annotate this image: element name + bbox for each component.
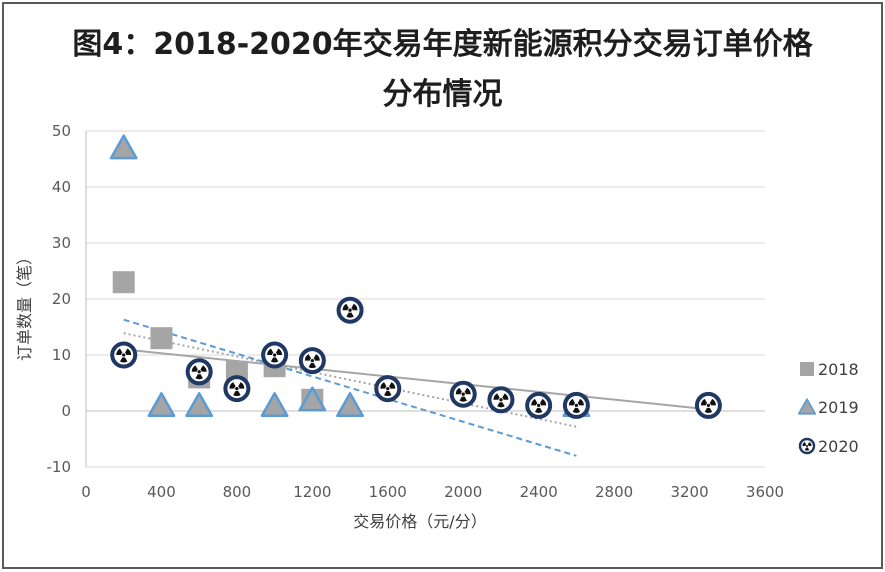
chart-title-line-1: 图4：2018-2020年交易年度新能源积分交易订单价格: [72, 27, 813, 62]
data-point-2020: [562, 391, 590, 419]
chart-title: 图4：2018-2020年交易年度新能源积分交易订单价格 分布情况: [0, 20, 885, 120]
y-tick-label: 40: [52, 178, 71, 196]
x-tick-label: 2400: [520, 483, 558, 501]
y-axis-tick-labels: 50 40 30 20 10 0 -10: [47, 122, 72, 476]
data-point-2019: [336, 392, 364, 418]
y-tick-label: 30: [52, 234, 71, 252]
x-tick-label: 2800: [595, 483, 633, 501]
data-point-2020: [223, 375, 251, 403]
trendline-2020: [123, 348, 709, 411]
legend-item-2019: 2019: [797, 398, 859, 417]
data-point-2020: [110, 341, 138, 369]
x-tick-label: 2000: [444, 483, 482, 501]
y-tick-label: 20: [52, 290, 71, 308]
data-point-2020: [298, 347, 326, 375]
radiation-icon: [191, 365, 207, 380]
chart-title-line-2: 分布情况: [382, 77, 503, 112]
legend-marker-2020: [798, 437, 816, 455]
data-points: [109, 134, 722, 419]
data-point-2018: [150, 327, 173, 350]
radiation-icon: [304, 354, 320, 369]
x-axis-title: 交易价格（元/分）: [353, 512, 486, 531]
legend-label: 2018: [818, 360, 859, 379]
x-tick-label: 400: [147, 483, 176, 501]
x-tick-label: 1200: [293, 483, 331, 501]
data-point-2020: [487, 386, 515, 414]
data-point-2020: [336, 296, 364, 324]
legend-item-2018: 2018: [800, 360, 859, 379]
legend: 2018 2019 2020: [797, 360, 859, 456]
x-tick-label: 800: [223, 483, 252, 501]
radiation-icon: [493, 393, 509, 408]
x-tick-label: 3200: [670, 483, 708, 501]
data-point-2020: [449, 380, 477, 408]
radiation-icon: [568, 398, 584, 413]
data-point-2020: [525, 391, 553, 419]
legend-label: 2019: [818, 398, 859, 417]
legend-marker-2019: [797, 398, 817, 415]
legend-item-2020: 2020: [798, 437, 859, 456]
data-point-2019: [185, 392, 214, 418]
radiation-icon: [531, 398, 547, 413]
legend-marker-2018: [800, 362, 814, 376]
data-point-2019: [147, 392, 176, 418]
radiation-icon: [229, 382, 245, 397]
trendlines: [123, 318, 709, 457]
data-point-2018: [112, 271, 135, 294]
data-point-2020: [374, 375, 402, 403]
data-point-2020: [694, 391, 722, 419]
legend-label: 2020: [818, 437, 859, 456]
x-axis-tick-labels: 0 400 800 1200 1600 2000 2400 2800 3200 3600: [81, 483, 784, 501]
y-axis-title: 订单数量（笔）: [15, 249, 34, 361]
x-tick-label: 3600: [746, 483, 784, 501]
data-point-2019: [298, 386, 327, 412]
x-tick-label: 1600: [369, 483, 407, 501]
radiation-icon: [342, 303, 358, 318]
data-point-2020: [261, 341, 289, 369]
radiation-icon: [380, 382, 396, 397]
radiation-icon: [267, 348, 283, 363]
radiation-icon: [116, 348, 132, 363]
data-point-2019: [109, 134, 138, 160]
data-point-2019: [260, 392, 289, 418]
radiation-icon: [455, 387, 471, 402]
y-tick-label: -10: [47, 458, 72, 476]
trendline-2019: [123, 318, 577, 457]
x-tick-label: 0: [81, 483, 91, 501]
radiation-icon: [700, 398, 716, 413]
y-tick-label: 0: [61, 402, 71, 420]
y-tick-label: 10: [52, 346, 71, 364]
data-point-2020: [185, 358, 213, 386]
y-tick-label: 50: [52, 122, 71, 140]
radiation-icon: [802, 442, 812, 451]
